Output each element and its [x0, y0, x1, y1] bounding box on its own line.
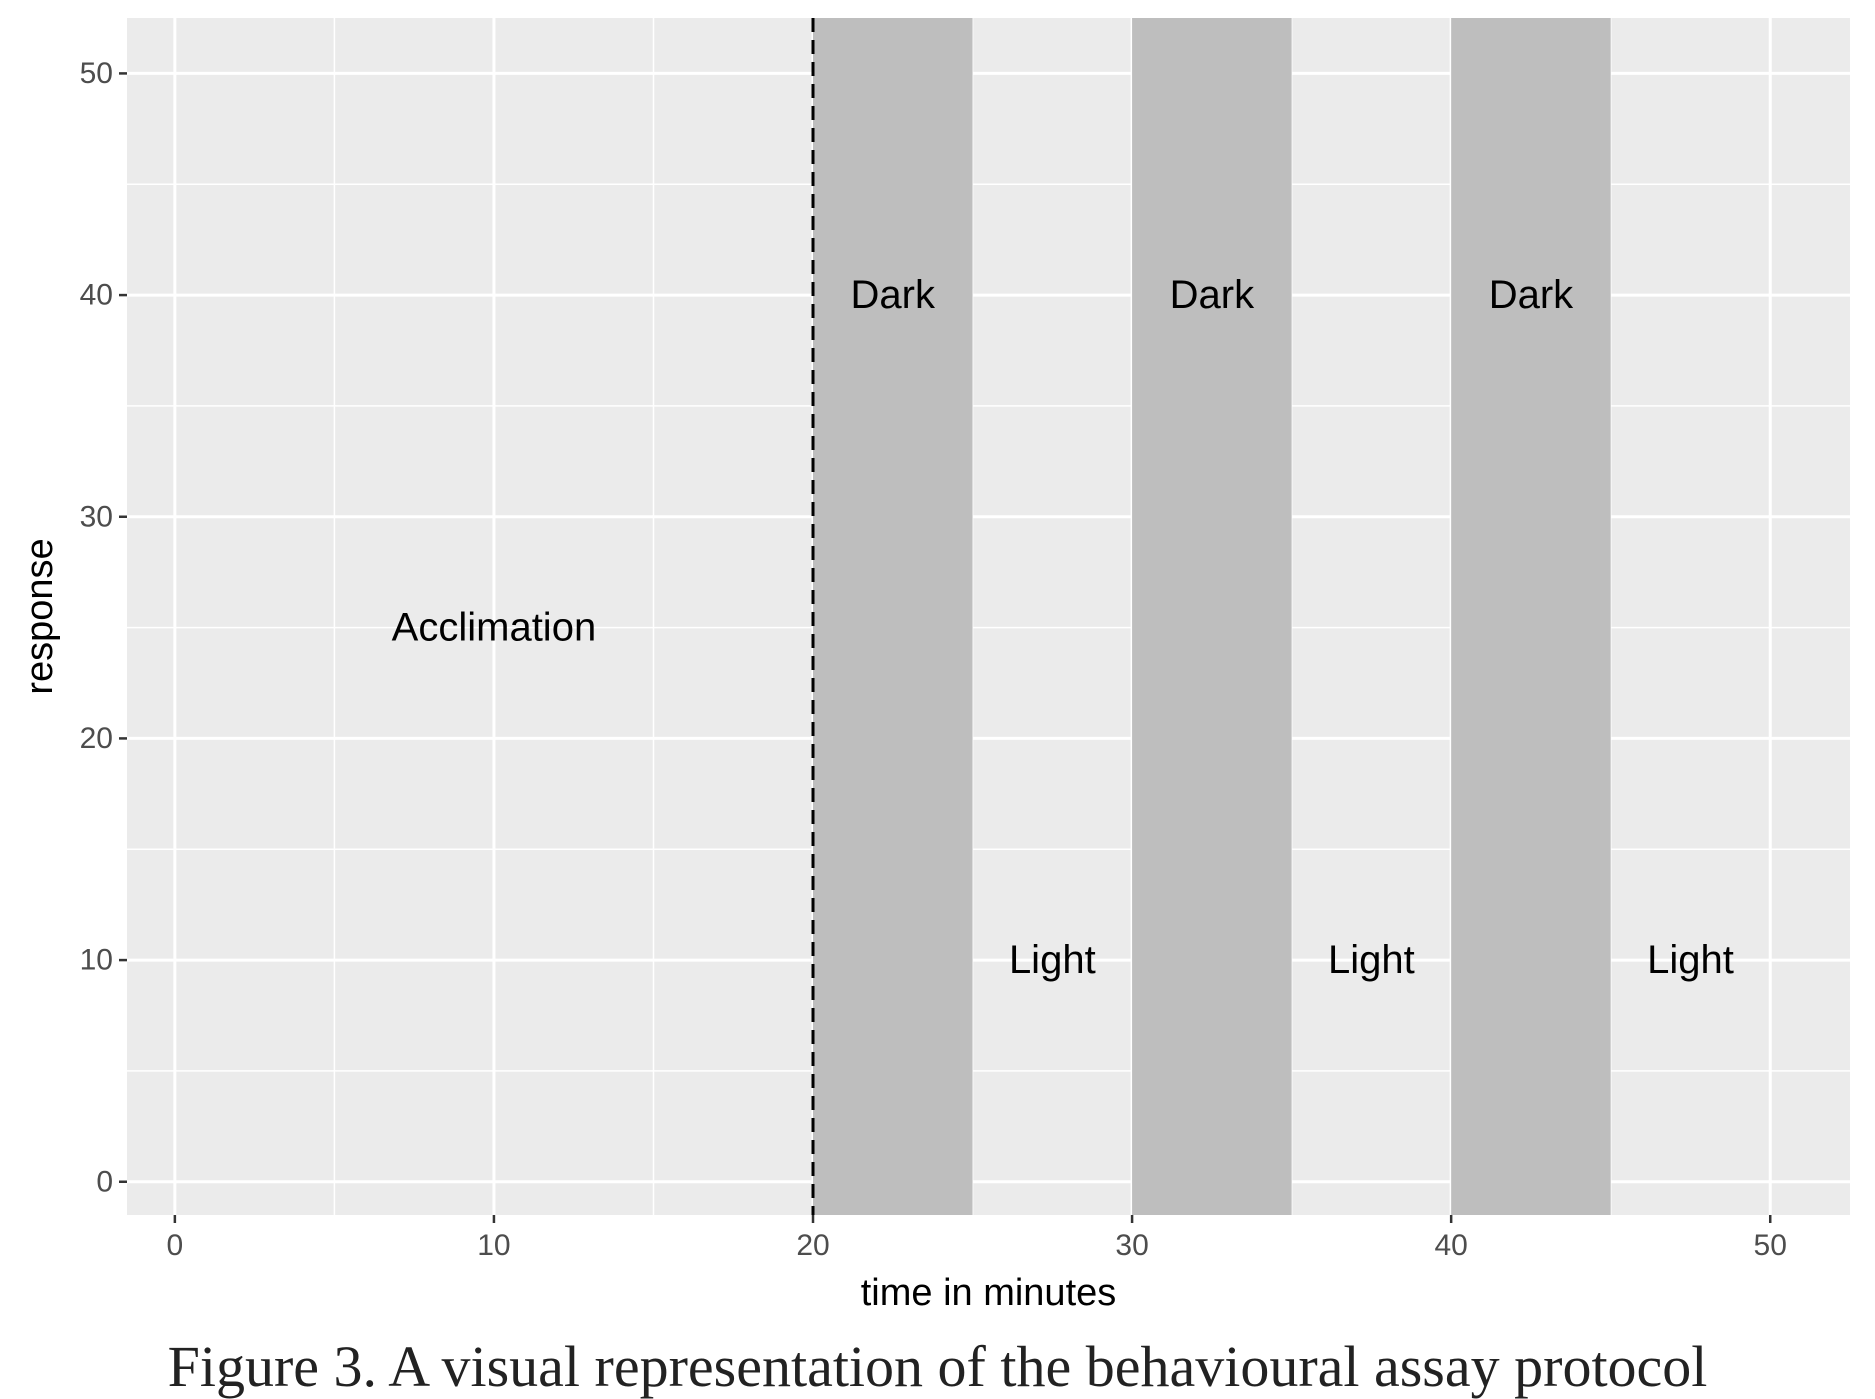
- x-axis-title: time in minutes: [861, 1272, 1117, 1314]
- annotation-label: Light: [1328, 938, 1415, 982]
- annotation-label: Light: [1009, 938, 1096, 982]
- dark-period-band: [813, 18, 973, 1215]
- y-tick-label: 40: [80, 279, 113, 312]
- y-tick-label: 50: [80, 57, 113, 90]
- x-tick-label: 20: [796, 1229, 829, 1262]
- dark-period-shading: [813, 18, 1611, 1215]
- x-axis: 0 10 20 30 40 50: [167, 1215, 1787, 1262]
- x-tick-label: 30: [1115, 1229, 1148, 1262]
- annotation-label: Dark: [1489, 273, 1574, 317]
- x-tick-label: 10: [477, 1229, 510, 1262]
- annotation-label: Light: [1647, 938, 1734, 982]
- chart: Acclimation Dark Dark Dark Light Light Light 0…: [19, 18, 1850, 1314]
- y-tick-label: 10: [80, 944, 113, 977]
- dark-period-band: [1132, 18, 1292, 1215]
- y-tick-label: 20: [80, 722, 113, 755]
- y-tick-label: 0: [96, 1165, 113, 1198]
- y-axis-title: response: [19, 538, 61, 694]
- x-tick-label: 50: [1754, 1229, 1787, 1262]
- dark-period-band: [1451, 18, 1611, 1215]
- y-tick-label: 30: [80, 500, 113, 533]
- y-axis: 0 10 20 30 40 50: [80, 57, 127, 1198]
- figure-caption: Figure 3. A visual representation of the…: [167, 1334, 1708, 1399]
- annotation-label: Dark: [851, 273, 936, 317]
- annotation-label: Acclimation: [392, 606, 597, 650]
- x-tick-label: 40: [1434, 1229, 1467, 1262]
- annotations: Acclimation Dark Dark Dark Light Light Light: [392, 273, 1734, 982]
- annotation-label: Dark: [1170, 273, 1255, 317]
- x-tick-label: 0: [167, 1229, 184, 1262]
